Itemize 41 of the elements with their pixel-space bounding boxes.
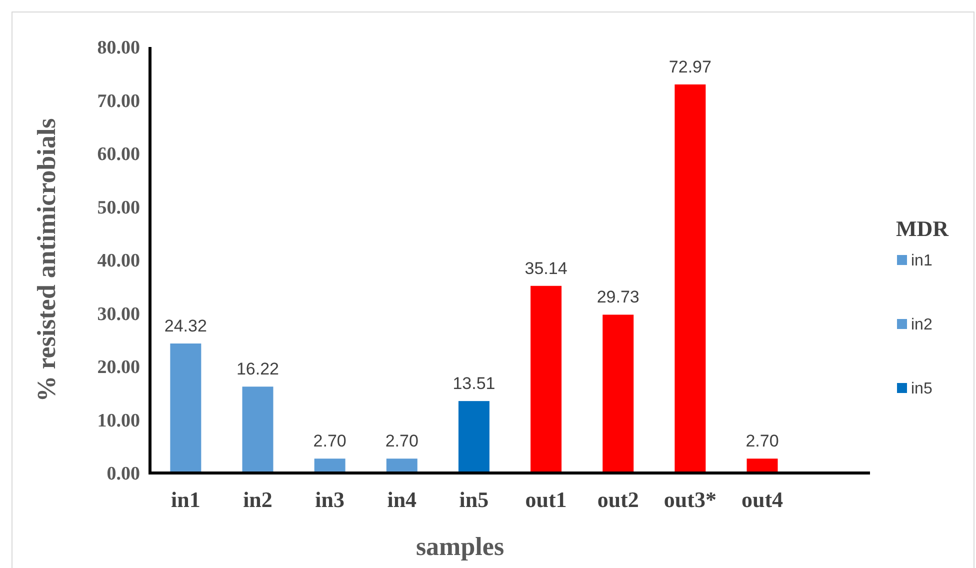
bar <box>458 401 490 473</box>
y-tick-label: 70.00 <box>97 90 140 112</box>
y-tick-label: 10.00 <box>97 410 140 432</box>
bar <box>530 286 562 473</box>
x-tick-label: in5 <box>459 487 489 512</box>
bar <box>386 458 418 473</box>
y-tick-label: 20.00 <box>97 357 140 378</box>
x-tick-label: out3* <box>664 487 716 512</box>
data-label: 16.22 <box>236 360 280 379</box>
data-label: 29.73 <box>596 288 640 307</box>
bar <box>314 458 346 473</box>
data-label: 2.70 <box>313 432 346 451</box>
y-axis-title: % resisted antimicrobials <box>32 118 61 402</box>
y-tick-label: 0.00 <box>106 464 140 485</box>
bar <box>242 386 274 473</box>
x-tick-label: out1 <box>525 487 567 512</box>
x-tick-label: in2 <box>243 487 272 512</box>
bar <box>602 314 634 473</box>
x-tick-label: in1 <box>170 487 200 512</box>
data-label: 2.70 <box>385 432 418 451</box>
x-tick-label: in4 <box>387 487 417 512</box>
legend-label: in1 <box>911 252 932 270</box>
data-label: 35.14 <box>524 258 568 278</box>
x-tick-label: out4 <box>741 487 784 512</box>
data-label: 24.32 <box>164 316 207 336</box>
data-label: 13.51 <box>452 374 496 394</box>
y-tick-label: 50.00 <box>97 197 140 218</box>
y-tick-label: 60.00 <box>97 144 140 166</box>
legend-title: MDR <box>896 216 950 241</box>
y-tick-label: 30.00 <box>97 304 140 325</box>
x-axis-title: samples <box>416 532 504 561</box>
legend-label: in2 <box>911 316 932 334</box>
data-label: 72.97 <box>668 57 712 76</box>
data-label: 2.70 <box>746 432 779 451</box>
bar <box>674 84 706 473</box>
y-tick-label: 40.00 <box>97 250 140 272</box>
x-tick-label: in3 <box>315 487 344 512</box>
legend-label: in5 <box>911 380 932 398</box>
bar <box>170 343 202 473</box>
y-tick-label: 80.00 <box>97 38 140 59</box>
x-tick-label: out2 <box>597 487 639 512</box>
